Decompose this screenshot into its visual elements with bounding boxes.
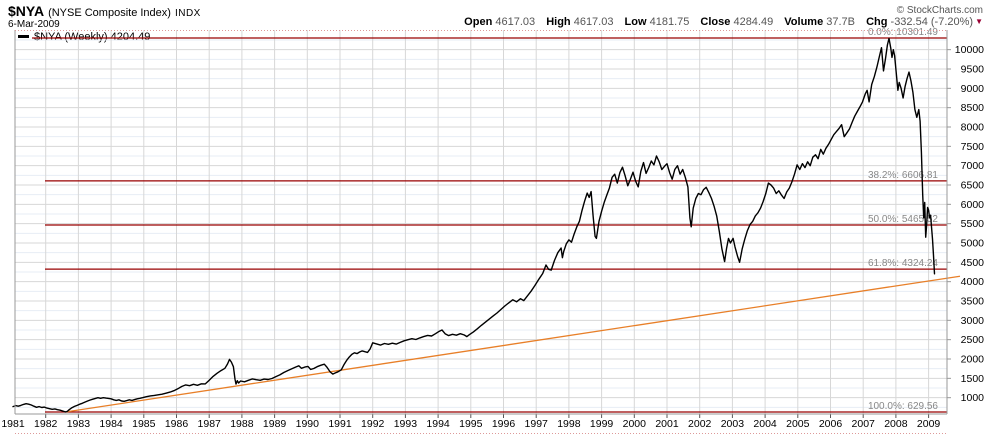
- x-axis-label: 1984: [99, 418, 123, 430]
- x-axis-label: 1992: [361, 418, 385, 430]
- x-axis-label: 2000: [623, 418, 647, 430]
- change-label: Chg: [866, 16, 888, 28]
- y-axis-label: 5500: [961, 218, 985, 230]
- quote-date: 6-Mar-2009: [8, 19, 60, 30]
- y-axis-label: 8000: [961, 121, 985, 133]
- y-axis-label: 9500: [961, 63, 985, 75]
- volume-value: 37.7B: [826, 16, 856, 28]
- x-axis-label: 1989: [263, 418, 287, 430]
- x-axis-label: 1982: [34, 418, 58, 430]
- fib-label: 61.8%: 4324.24: [868, 258, 938, 269]
- change-value: -332.54 (-7.20%): [890, 16, 974, 28]
- x-axis-label: 1981: [1, 418, 25, 430]
- fib-label: 0.0%: 10301.49: [868, 27, 938, 38]
- y-axis-label: 4500: [961, 257, 985, 269]
- x-axis-label: 2006: [819, 418, 843, 430]
- x-axis-label: 2003: [721, 418, 745, 430]
- ticker-symbol: $NYA: [8, 3, 45, 19]
- y-axis-label: 1500: [961, 373, 985, 385]
- y-axis-label: 7000: [961, 160, 985, 172]
- x-axis-label: 1983: [67, 418, 91, 430]
- index-name: (NYSE Composite Index): [48, 7, 171, 19]
- volume-group: Volume 37.7B: [784, 16, 855, 28]
- close-value: 4284.49: [733, 16, 774, 28]
- x-axis-label: 2005: [786, 418, 810, 430]
- chart-title: $NYA (NYSE Composite Index) INDX: [8, 3, 201, 21]
- fib-label: 50.0%: 5465.52: [868, 214, 938, 225]
- x-axis-label: 1986: [165, 418, 189, 430]
- high-group: High 4617.03: [546, 16, 613, 28]
- fib-label: 38.2%: 6606.81: [868, 170, 938, 181]
- fib-label: 100.0%: 629.56: [868, 401, 938, 412]
- x-axis-label: 1991: [328, 418, 352, 430]
- y-axis-label: 2000: [961, 354, 985, 366]
- y-axis-label: 2500: [961, 334, 985, 346]
- volume-label: Volume: [784, 16, 824, 28]
- y-axis-label: 1000: [961, 392, 985, 404]
- y-axis-label: 3000: [961, 315, 985, 327]
- axes: 1000 1500 2000 2500 3000 3500 4000 4500 5000 5500…: [1, 30, 984, 434]
- support-trendline: [65, 275, 961, 413]
- x-axis-label: 1999: [590, 418, 614, 430]
- y-axis-label: 7500: [961, 141, 985, 153]
- y-axis-label: 4000: [961, 276, 985, 288]
- y-axis-label: 8500: [961, 102, 985, 114]
- open-label: Open: [464, 16, 493, 28]
- x-axis-label: 2008: [884, 418, 908, 430]
- x-axis-label: 1995: [459, 418, 483, 430]
- grid: [15, 30, 947, 414]
- fibonacci-retracement: 0.0%: 10301.49 38.2%: 6606.81 50.0%: 5465.…: [32, 27, 947, 413]
- x-axis-label: 1985: [132, 418, 156, 430]
- x-axis-label: 2007: [852, 418, 876, 430]
- x-axis-label: 1987: [198, 418, 222, 430]
- x-axis-label: 2009: [917, 418, 941, 430]
- x-axis-label: 2002: [688, 418, 712, 430]
- y-axis-label: 5000: [961, 238, 985, 250]
- x-axis-label: 1988: [230, 418, 254, 430]
- close-group: Close 4284.49: [700, 16, 773, 28]
- change-group: Chg -332.54 (-7.20%) ▼: [866, 16, 983, 28]
- close-label: Close: [700, 16, 731, 28]
- low-group: Low 4181.75: [625, 16, 690, 28]
- price-series: [12, 37, 961, 413]
- stockcharts-credit: © StockCharts.com: [896, 5, 983, 16]
- x-axis-label: 1996: [492, 418, 516, 430]
- exchange-label: INDX: [174, 8, 201, 19]
- low-value: 4181.75: [649, 16, 690, 28]
- y-axis-label: 10000: [955, 44, 984, 56]
- x-axis-label: 1994: [426, 418, 450, 430]
- down-triangle-icon: ▼: [975, 17, 983, 26]
- price-line: [12, 37, 936, 413]
- x-axis-label: 2004: [753, 418, 777, 430]
- x-axis-label: 1993: [394, 418, 418, 430]
- x-axis-label: 2001: [655, 418, 679, 430]
- y-axis-label: 9000: [961, 83, 985, 95]
- y-axis-label: 6500: [961, 179, 985, 191]
- high-value: 4617.03: [573, 16, 614, 28]
- x-axis-label: 1990: [296, 418, 320, 430]
- y-axis-label: 6000: [961, 199, 985, 211]
- ohlc-summary: Open 4617.03 High 4617.03 Low 4181.75 Cl…: [464, 16, 983, 28]
- x-axis-label: 1998: [557, 418, 581, 430]
- high-label: High: [546, 16, 571, 28]
- low-label: Low: [624, 16, 647, 28]
- open-value: 4617.03: [495, 16, 536, 28]
- series-line-swatch-icon: [18, 35, 29, 38]
- x-axis-label: 1997: [525, 418, 549, 430]
- y-axis-label: 3500: [961, 296, 985, 308]
- open-group: Open 4617.03: [464, 16, 535, 28]
